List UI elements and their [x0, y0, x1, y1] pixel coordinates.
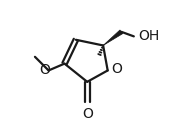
Polygon shape — [103, 30, 123, 46]
Text: O: O — [39, 63, 50, 77]
Text: O: O — [111, 62, 122, 76]
Text: O: O — [82, 107, 93, 121]
Text: OH: OH — [138, 29, 160, 43]
